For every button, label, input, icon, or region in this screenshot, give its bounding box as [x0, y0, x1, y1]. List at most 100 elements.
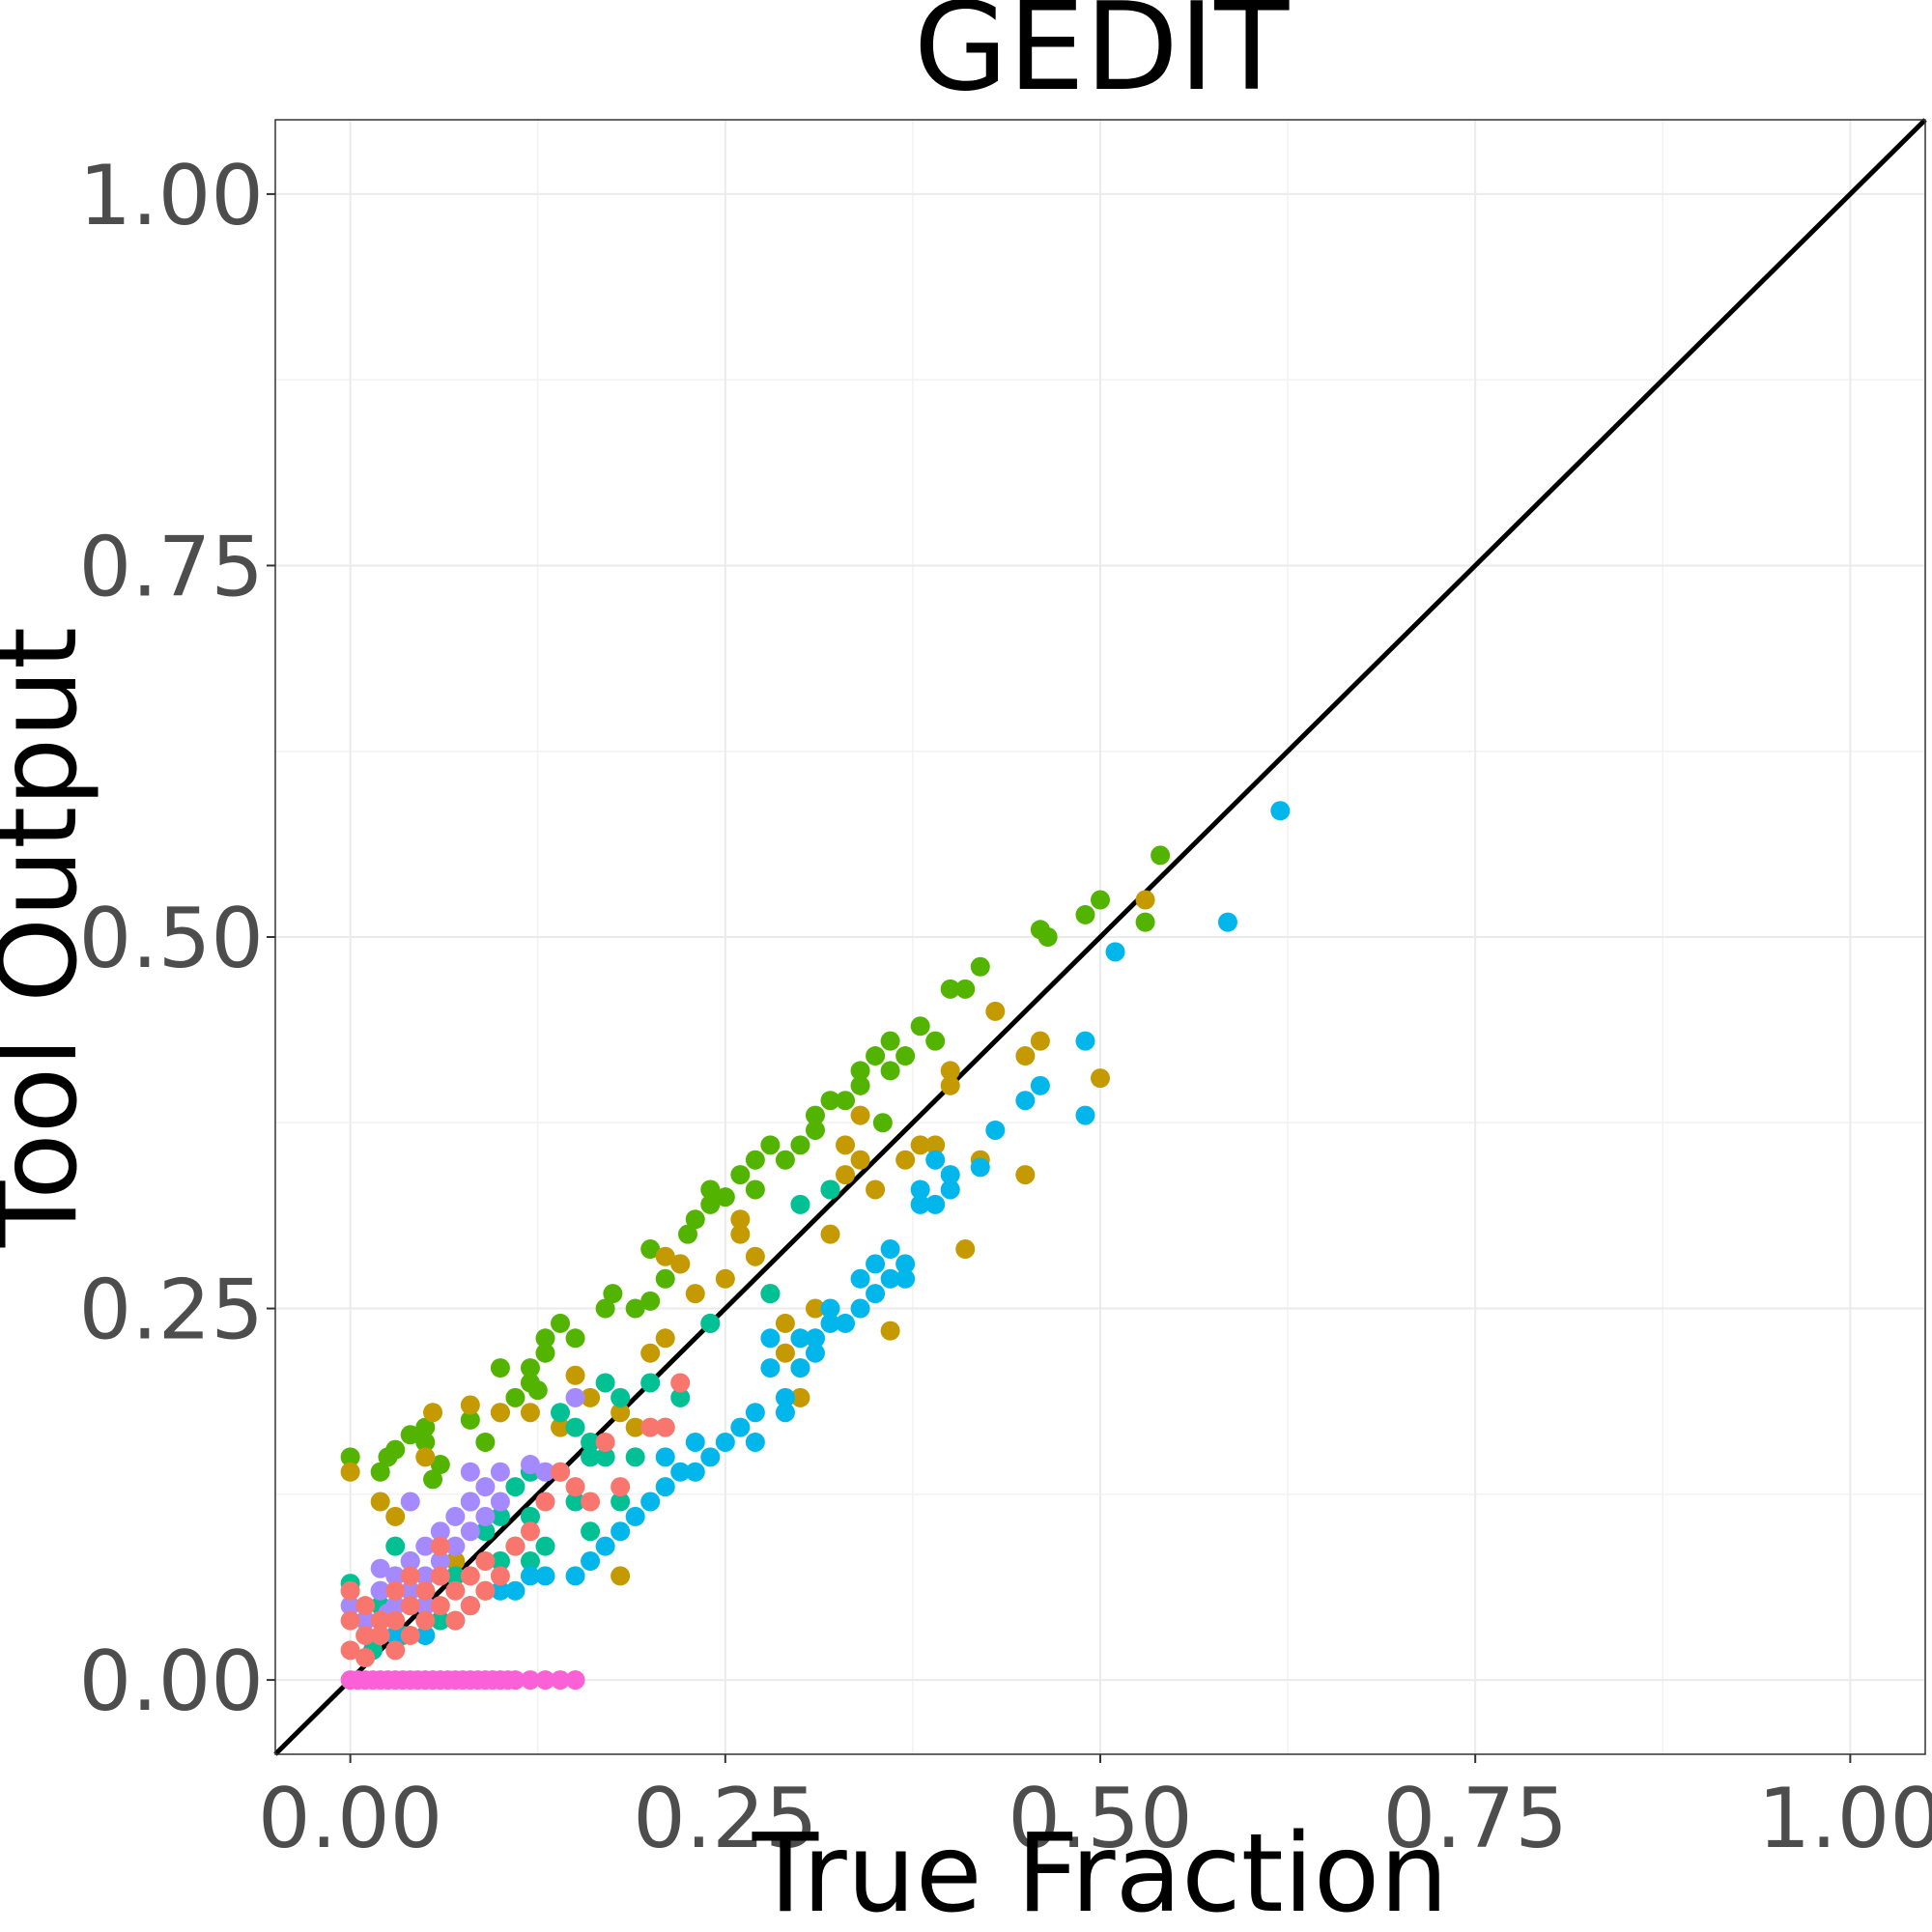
- data-point: [430, 1551, 450, 1572]
- data-point: [490, 1566, 510, 1586]
- data-point: [565, 1492, 585, 1512]
- data-point: [415, 1596, 436, 1616]
- data-point: [670, 1373, 691, 1393]
- data-point: [611, 1566, 631, 1586]
- data-point: [400, 1625, 420, 1645]
- data-point: [460, 1596, 480, 1616]
- data-point: [475, 1580, 496, 1601]
- data-point: [775, 1387, 795, 1407]
- data-point: [775, 1343, 795, 1363]
- data-point: [1091, 1068, 1110, 1089]
- data-point: [925, 1031, 946, 1051]
- data-point: [700, 1179, 721, 1200]
- data-point: [565, 1670, 585, 1690]
- data-point: [670, 1462, 691, 1482]
- data-point: [625, 1298, 645, 1319]
- x-tick-label: 1.00: [1758, 1771, 1932, 1867]
- data-point: [385, 1610, 406, 1631]
- data-point: [385, 1439, 406, 1460]
- data-point: [460, 1395, 480, 1415]
- data-point: [760, 1358, 781, 1378]
- data-point: [400, 1551, 420, 1572]
- data-point: [611, 1387, 631, 1407]
- data-point: [850, 1105, 870, 1125]
- data-point: [910, 1135, 930, 1155]
- data-point: [520, 1521, 540, 1542]
- data-point: [595, 1536, 615, 1556]
- data-point: [370, 1492, 390, 1512]
- data-point: [400, 1492, 420, 1512]
- data-point: [866, 1284, 886, 1304]
- data-point: [910, 1194, 930, 1214]
- data-point: [355, 1625, 376, 1645]
- series-5: [340, 1373, 691, 1668]
- data-point: [551, 1462, 571, 1482]
- data-point: [880, 1031, 900, 1051]
- data-point: [385, 1625, 406, 1645]
- data-point: [565, 1387, 585, 1407]
- data-point: [1015, 1165, 1036, 1185]
- data-point: [520, 1455, 540, 1475]
- data-point: [490, 1580, 510, 1601]
- data-point: [520, 1566, 540, 1586]
- data-point: [836, 1165, 856, 1185]
- data-point: [775, 1313, 795, 1333]
- data-point: [430, 1536, 450, 1556]
- data-point: [625, 1506, 645, 1526]
- data-point: [385, 1536, 406, 1556]
- data-point: [415, 1580, 436, 1601]
- data-point: [805, 1343, 825, 1363]
- data-point: [640, 1492, 661, 1512]
- data-point: [415, 1610, 436, 1631]
- data-point: [535, 1536, 555, 1556]
- data-point: [655, 1417, 675, 1437]
- data-point: [850, 1075, 870, 1095]
- data-point: [535, 1566, 555, 1586]
- data-point: [730, 1417, 751, 1437]
- data-point: [611, 1403, 631, 1423]
- data-point: [700, 1194, 721, 1214]
- identity-reference-line: [273, 118, 1927, 1756]
- series-6: [340, 1670, 585, 1690]
- data-point: [551, 1417, 571, 1437]
- data-point: [505, 1536, 526, 1556]
- data-point: [790, 1358, 810, 1378]
- data-point: [565, 1566, 585, 1586]
- data-point: [340, 1596, 360, 1616]
- data-point: [715, 1432, 735, 1452]
- data-point: [745, 1403, 765, 1423]
- data-point: [655, 1328, 675, 1349]
- data-point: [551, 1313, 571, 1333]
- data-point: [678, 1224, 697, 1244]
- data-point: [581, 1492, 601, 1512]
- data-point: [880, 1321, 900, 1341]
- data-point: [370, 1625, 390, 1645]
- data-point: [565, 1417, 585, 1437]
- data-point: [940, 1179, 960, 1200]
- data-point: [460, 1462, 480, 1482]
- data-point: [760, 1328, 781, 1349]
- data-point: [970, 1157, 990, 1178]
- x-tick-label: 0.25: [633, 1771, 817, 1867]
- data-point: [836, 1091, 856, 1111]
- data-point: [430, 1566, 450, 1586]
- data-point: [400, 1596, 420, 1616]
- data-point: [490, 1492, 510, 1512]
- data-point: [730, 1165, 751, 1185]
- data-point: [581, 1387, 601, 1407]
- x-tick-label: 0.75: [1382, 1771, 1567, 1867]
- data-point: [805, 1120, 825, 1140]
- data-point: [955, 979, 976, 999]
- data-point: [370, 1610, 390, 1631]
- data-point: [700, 1313, 721, 1333]
- data-point: [1037, 927, 1058, 947]
- data-point: [475, 1506, 496, 1526]
- data-point: [790, 1387, 810, 1407]
- data-point: [836, 1135, 856, 1155]
- data-point: [535, 1462, 555, 1482]
- data-point: [625, 1417, 645, 1437]
- data-point: [745, 1432, 765, 1452]
- data-point: [355, 1596, 376, 1616]
- data-point: [970, 956, 990, 977]
- data-point: [1075, 904, 1095, 924]
